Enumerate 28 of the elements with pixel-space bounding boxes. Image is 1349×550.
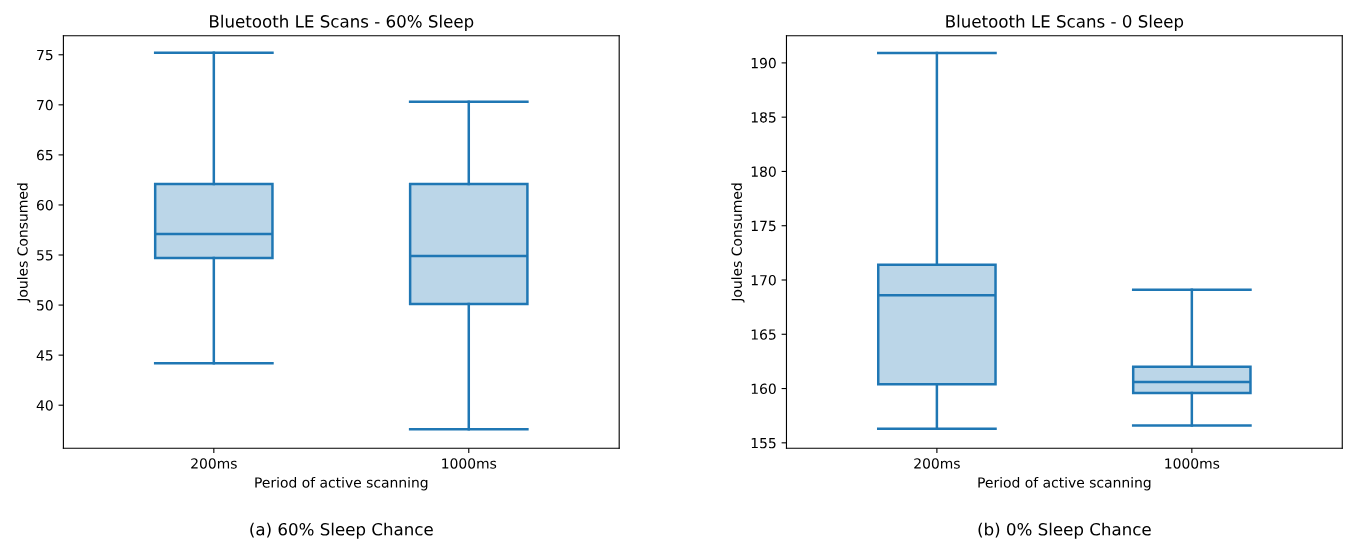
- x-axis-title: Period of active scanning: [255, 476, 428, 491]
- y-tick-label: 190: [751, 57, 776, 69]
- y-tick-label: 180: [751, 166, 776, 177]
- y-axis-title: Joules Consumed: [731, 183, 745, 303]
- x-tick-label: 200ms: [191, 458, 237, 469]
- y-tick-label: 155: [751, 437, 776, 449]
- x-axis-title: Period of active scanning: [978, 476, 1151, 491]
- x-tick-label: 1000ms: [1165, 458, 1220, 469]
- x-tick-label: 1000ms: [442, 458, 497, 469]
- chart-title: Bluetooth LE Scans - 0 Sleep: [946, 14, 1184, 31]
- y-tick-label: 160: [751, 383, 776, 395]
- y-tick-label: 55: [37, 250, 53, 261]
- y-tick-label: 50: [37, 300, 53, 311]
- y-tick-label: 65: [36, 149, 53, 161]
- y-axis-title: Joules Consumed: [17, 183, 31, 303]
- x-tick-label: 200ms: [914, 458, 960, 469]
- y-tick-label: 175: [751, 220, 776, 232]
- y-tick-label: 70: [37, 99, 53, 111]
- y-tick-label: 75: [37, 49, 53, 61]
- y-tick-label: 45: [36, 350, 53, 361]
- y-tick-label: 165: [751, 329, 776, 340]
- y-tick-label: 170: [751, 274, 776, 286]
- text: (b) 0% Sleep Chance: [978, 522, 1151, 539]
- y-tick-label: 60: [36, 199, 53, 211]
- chart-title: Bluetooth LE Scans - 60% Sleep: [210, 14, 474, 31]
- y-tick-label: 40: [36, 400, 53, 411]
- text: (a) 60% Sleep Chance: [250, 522, 433, 539]
- y-tick-label: 185: [751, 112, 776, 123]
